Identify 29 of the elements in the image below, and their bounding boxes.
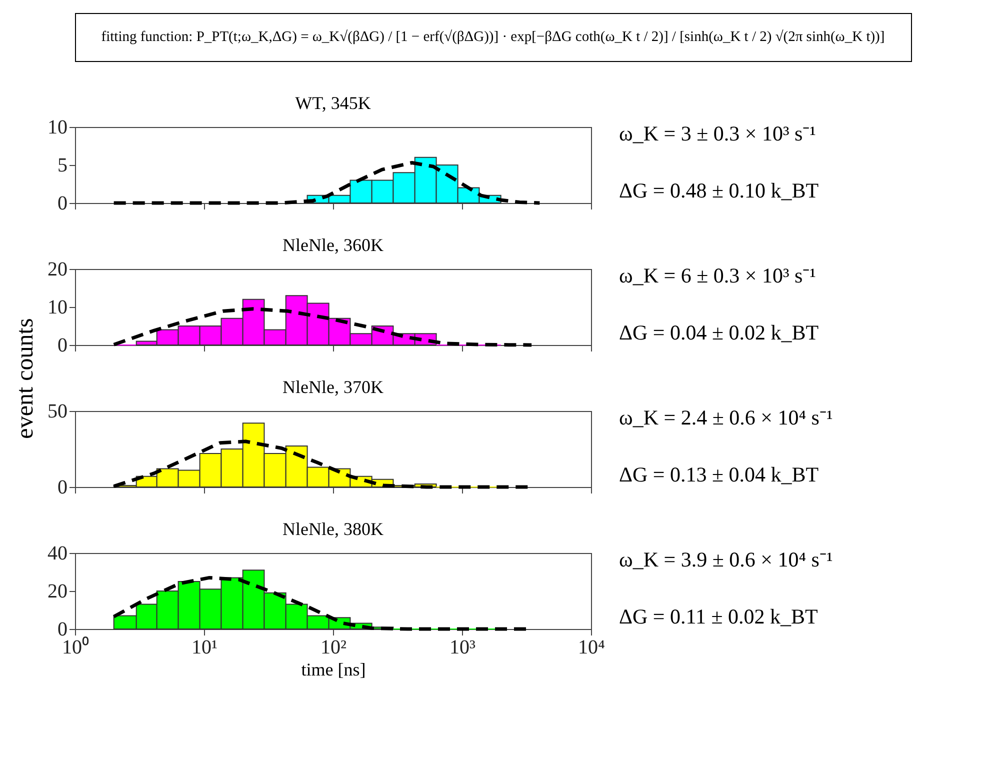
y-tick-label: 10 — [48, 296, 68, 318]
chart-title: NleNle, 380K — [282, 519, 384, 539]
chart-title: NleNle, 360K — [282, 235, 384, 255]
chart-title: WT, 345K — [295, 93, 371, 113]
x-tick-label: 10² — [320, 636, 346, 658]
x-tick-label: 10⁴ — [578, 636, 606, 658]
y-axis-title: event counts — [12, 318, 38, 439]
y-tick-label: 50 — [48, 400, 68, 422]
y-tick-label: 0 — [58, 476, 68, 498]
text: fitting function: P_PT(t;ω_K,ΔG) = ω_K√(βΔG) / [1 − erf(√(βΔG))] · exp[−βΔG coth(ω_K t / 2)] / [sinh(ω_K t / 2) √(2π sinh(ω_K t))] — [101, 29, 885, 45]
chart-title: NleNle, 370K — [282, 377, 384, 397]
y-tick-label: 0 — [58, 192, 68, 214]
y-tick-label: 20 — [48, 580, 68, 602]
text: ω_K = 6 ± 0.3 × 10³ s⁻¹ — [619, 264, 816, 288]
text: ΔG = 0.48 ± 0.10 k_BT — [619, 178, 819, 203]
y-tick-label: 5 — [58, 154, 68, 176]
text: ΔG = 0.04 ± 0.02 k_BT — [619, 320, 819, 345]
x-tick-label: 10³ — [450, 636, 476, 658]
text: ω_K = 3.9 ± 0.6 × 10⁴ s⁻¹ — [619, 548, 833, 572]
y-tick-label: 40 — [48, 542, 68, 564]
text: ω_K = 2.4 ± 0.6 × 10⁴ s⁻¹ — [619, 406, 833, 430]
text: ΔG = 0.11 ± 0.02 k_BT — [619, 604, 818, 629]
text: ΔG = 0.13 ± 0.04 k_BT — [619, 462, 819, 487]
y-tick-label: 10 — [48, 116, 68, 138]
y-tick-label: 0 — [58, 334, 68, 356]
x-axis-title: time [ns] — [301, 660, 366, 680]
x-tick-label: 10¹ — [192, 636, 218, 658]
text: ω_K = 3 ± 0.3 × 10³ s⁻¹ — [619, 122, 816, 146]
y-tick-label: 20 — [48, 258, 68, 280]
